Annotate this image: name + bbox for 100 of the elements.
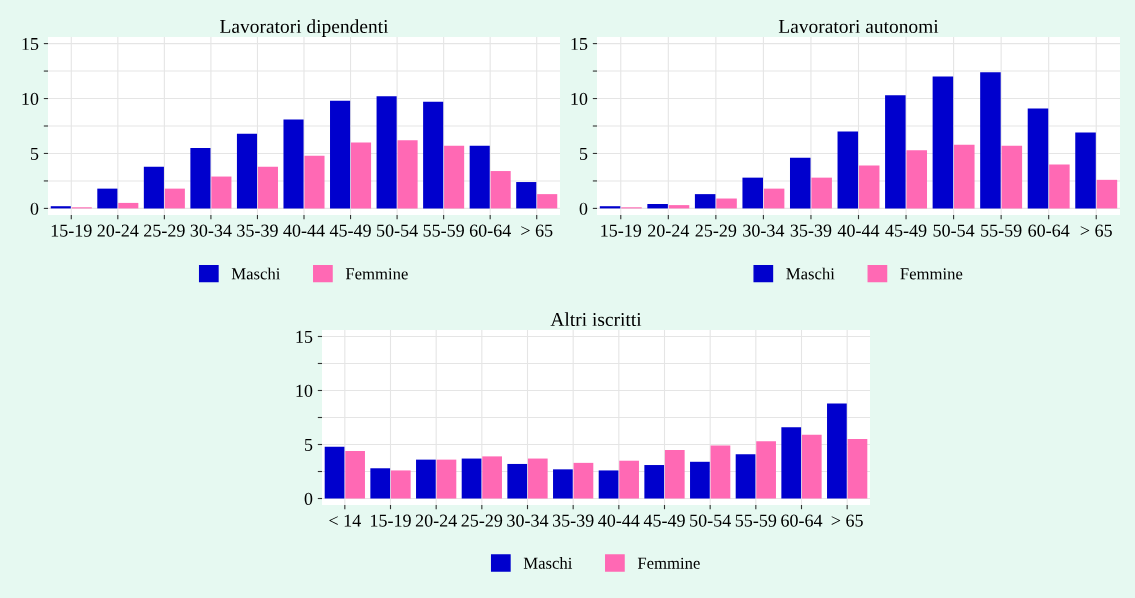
x-tick-label: > 65	[831, 514, 863, 527]
bar	[330, 100, 351, 209]
bar	[756, 441, 776, 499]
bar	[444, 145, 465, 209]
x-tick-label: 55-59	[735, 514, 777, 527]
x-tick-label: 40-44	[598, 514, 640, 527]
x-tick-label: 35-39	[552, 514, 594, 527]
x-tick-label: > 65	[1080, 224, 1112, 237]
bar	[763, 188, 785, 209]
chart-title: Lavoratori dipendenti	[220, 19, 389, 37]
bar	[397, 140, 418, 209]
bar	[257, 166, 278, 209]
bar	[50, 206, 71, 209]
bar	[781, 427, 802, 499]
x-tick-label: 50-54	[933, 224, 975, 237]
bar	[664, 449, 685, 499]
bar	[1096, 179, 1118, 209]
legend-label: Maschi	[786, 267, 835, 280]
bar	[619, 460, 639, 499]
bar	[1001, 145, 1023, 209]
bar	[211, 176, 232, 209]
bar	[469, 145, 490, 209]
y-tick-label: 0	[30, 202, 39, 215]
bar	[516, 182, 537, 209]
bar	[1075, 132, 1096, 209]
bar	[858, 165, 880, 209]
x-tick-label: < 14	[329, 514, 361, 527]
y-tick-label: 0	[304, 492, 313, 505]
bar	[537, 194, 558, 209]
bar	[1027, 108, 1049, 209]
bar	[954, 144, 975, 209]
bar	[390, 470, 411, 499]
y-tick-label: 15	[22, 37, 39, 51]
bar	[461, 458, 482, 499]
x-tick-label: > 65	[521, 224, 553, 237]
y-tick-label: 10	[22, 92, 39, 105]
legend-label: Femmine	[345, 268, 408, 280]
legend-label: Femmine	[637, 557, 700, 569]
bar	[376, 96, 397, 209]
bar	[370, 468, 391, 499]
x-tick-label: 50-54	[377, 224, 418, 237]
x-tick-label: 55-59	[981, 224, 1022, 237]
x-tick-label: 25-29	[695, 224, 737, 237]
bar	[345, 450, 365, 499]
x-tick-label: 20-24	[415, 514, 457, 527]
x-tick-label: 40-44	[837, 224, 880, 237]
bar	[118, 202, 139, 209]
x-tick-label: 60-64	[781, 514, 823, 527]
y-tick-label: 5	[30, 147, 39, 160]
bar	[644, 465, 665, 499]
bar	[980, 72, 1001, 209]
x-tick-label: 45-49	[643, 514, 685, 527]
bar	[490, 171, 511, 209]
y-tick-label: 5	[304, 438, 313, 451]
bar	[143, 166, 164, 209]
bar	[304, 155, 325, 209]
bar	[710, 445, 731, 499]
x-tick-label: 20-24	[97, 224, 139, 237]
x-tick-label: 25-29	[461, 514, 503, 527]
bar	[827, 403, 847, 499]
bar	[553, 469, 573, 499]
bar	[716, 198, 737, 209]
bar	[789, 157, 811, 209]
bar	[690, 461, 710, 499]
x-tick-label: 40-44	[283, 224, 325, 237]
bar	[647, 204, 668, 209]
legend-label: Femmine	[900, 268, 963, 280]
y-tick-label: 15	[571, 37, 588, 51]
x-tick-label: 15-19	[601, 224, 642, 237]
y-tick-label: 5	[579, 147, 588, 160]
bar	[1049, 164, 1070, 209]
x-tick-label: 35-39	[790, 224, 832, 237]
bar	[416, 459, 436, 499]
bar	[164, 188, 185, 209]
y-tick-label: 0	[579, 202, 588, 215]
y-tick-label: 10	[571, 92, 588, 105]
bar	[837, 131, 859, 209]
legend-label: Maschi	[231, 267, 281, 280]
bar	[423, 101, 444, 209]
y-tick-label: 15	[296, 330, 313, 343]
bar	[885, 95, 906, 209]
y-tick-label: 10	[296, 384, 313, 397]
x-tick-label: 45-49	[885, 224, 927, 237]
chart-title: Altri iscritti	[550, 312, 642, 327]
x-tick-label: 50-54	[690, 514, 731, 527]
x-tick-label: 45-49	[329, 224, 371, 237]
legend-label: Maschi	[523, 557, 573, 569]
x-tick-label: 30-34	[507, 514, 549, 527]
bar	[598, 470, 619, 499]
bar	[324, 446, 345, 499]
chart-title: Lavoratori autonomi	[778, 19, 939, 34]
x-tick-label: 55-59	[423, 224, 464, 237]
x-tick-label: 35-39	[237, 224, 278, 237]
bar	[436, 459, 457, 499]
x-tick-label: 25-29	[144, 224, 185, 237]
x-tick-label: 15-19	[371, 514, 411, 527]
bar	[694, 194, 716, 209]
bar	[906, 150, 928, 209]
bar	[283, 119, 304, 209]
bar	[801, 434, 822, 499]
